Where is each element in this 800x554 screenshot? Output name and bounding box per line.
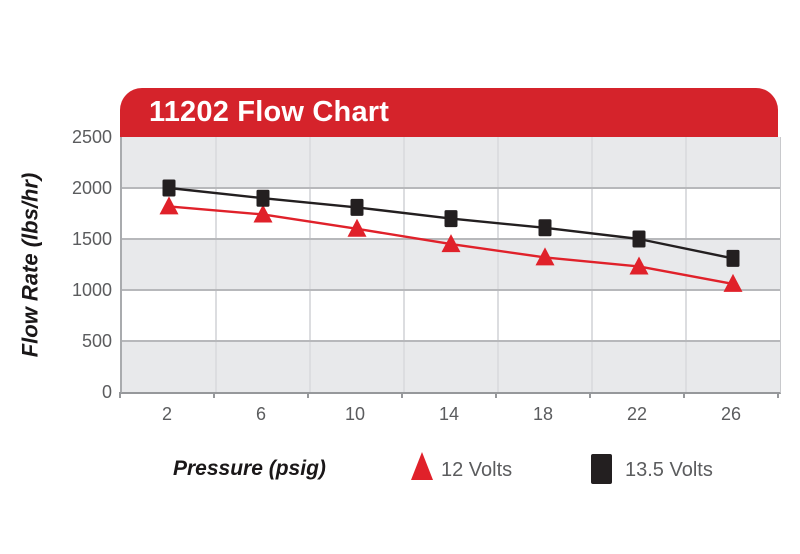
y-tick-label: 500 (81, 331, 112, 351)
gridline-vertical (685, 137, 687, 392)
legend-label-13-5-volts: 13.5 Volts (625, 459, 713, 481)
x-axis-tickmarks (119, 392, 779, 398)
y-tick-label: 2000 (71, 178, 112, 198)
square-marker-icon (444, 210, 458, 228)
x-tick-label: 6 (255, 404, 266, 424)
gridline-horizontal (122, 340, 780, 342)
x-tick-label: 26 (720, 404, 742, 424)
data-series-layer (159, 179, 743, 292)
triangle-marker-icon (629, 256, 649, 275)
gridline-horizontal (122, 289, 780, 291)
chart-title: 11202 Flow Chart (149, 96, 390, 128)
legend-square-icon (591, 454, 612, 484)
y-tick-label: 0 (101, 382, 112, 402)
square-marker-icon (538, 219, 552, 237)
triangle-marker-icon (159, 196, 179, 215)
y-tick-label: 2500 (71, 127, 112, 147)
gridline-horizontal (122, 187, 780, 189)
gridline-vertical (497, 137, 499, 392)
x-tick-label: 10 (344, 404, 366, 424)
x-tick-label: 14 (438, 404, 460, 424)
plot-area (120, 137, 781, 394)
square-marker-icon (632, 230, 646, 248)
triangle-marker-icon (723, 273, 743, 292)
triangle-marker-icon (535, 247, 555, 266)
square-marker-icon (162, 179, 176, 197)
x-tick-label: 22 (626, 404, 648, 424)
chart-title-banner: 11202 Flow Chart (120, 88, 778, 137)
square-marker-icon (350, 198, 364, 216)
square-marker-icon (726, 249, 740, 267)
x-tick-label: 18 (532, 404, 554, 424)
gridline-vertical (591, 137, 593, 392)
triangle-marker-icon (253, 204, 273, 223)
x-axis-title: Pressure (psig) (173, 457, 326, 480)
y-tick-label: 1000 (71, 280, 112, 300)
gridline-vertical (309, 137, 311, 392)
x-tick-label: 2 (161, 404, 172, 424)
gridline-vertical (215, 137, 217, 392)
legend-label-12-volts: 12 Volts (441, 459, 513, 481)
square-marker-icon (256, 189, 270, 207)
legend-triangle-icon (411, 452, 433, 480)
y-tick-label: 1500 (71, 229, 112, 249)
gridline-vertical (403, 137, 405, 392)
triangle-marker-icon (347, 218, 367, 237)
y-axis-title-wrap: Flow Rate (lbs/hr) (6, 137, 54, 392)
triangle-marker-icon (441, 234, 461, 253)
